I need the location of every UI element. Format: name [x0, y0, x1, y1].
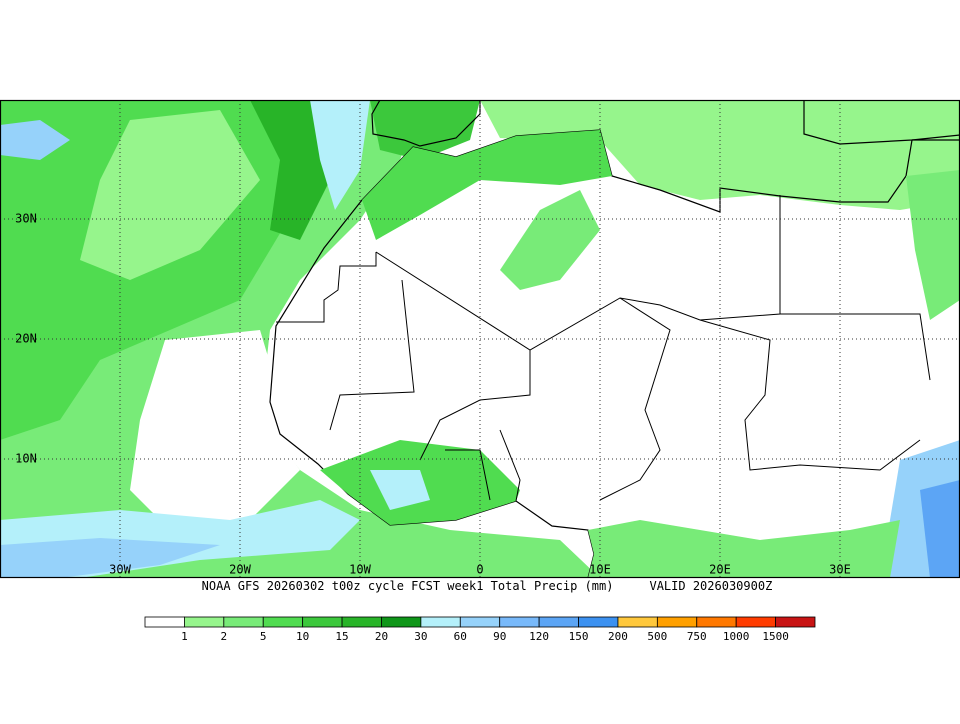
- colorbar-swatch: [696, 616, 737, 628]
- colorbar-label: 10: [296, 630, 309, 643]
- colorbar-label: 2: [221, 630, 228, 643]
- colorbar-swatch: [302, 616, 343, 628]
- africa: [269, 129, 960, 578]
- colorbar-label: 20: [375, 630, 388, 643]
- colorbar-swatch: [420, 616, 461, 628]
- lon-label: 20E: [709, 563, 731, 577]
- colorbar-label: 1: [181, 630, 188, 643]
- caption-title: NOAA GFS 20260302 t00z cycle FCST week1 …: [202, 579, 614, 593]
- caption-valid: VALID 2026030900Z: [649, 579, 772, 593]
- colorbar-swatch: [381, 616, 422, 628]
- colorbar-label: 60: [454, 630, 467, 643]
- colorbar-label: 90: [493, 630, 506, 643]
- colorbar-label: 150: [569, 630, 589, 643]
- colorbar-swatch: [144, 616, 185, 628]
- colorbar-swatch: [538, 616, 579, 628]
- lon-label: 10E: [589, 563, 611, 577]
- lon-label: 0: [476, 563, 483, 577]
- colorbar-swatch: [617, 616, 658, 628]
- colorbar-swatch: [459, 616, 501, 628]
- colorbar-label: 750: [687, 630, 707, 643]
- colorbar-label: 15: [335, 630, 348, 643]
- colorbar-label: 120: [529, 630, 549, 643]
- colorbar-swatch: [656, 616, 698, 628]
- graticule: 30W 20W 10W 0 10E 20E 30E 30N 20N 10N: [0, 100, 960, 578]
- lon-label: 30W: [109, 563, 131, 577]
- colorbar-label: 30: [414, 630, 427, 643]
- colorbar-swatch: [735, 616, 776, 628]
- map: [0, 100, 960, 578]
- colorbar-label: 1500: [762, 630, 789, 643]
- lon-label: 30E: [829, 563, 851, 577]
- colorbar-label: 200: [608, 630, 628, 643]
- colorbar-swatch: [184, 616, 225, 628]
- lat-label: 10N: [15, 452, 37, 466]
- colorbar-swatch: [341, 616, 382, 628]
- colorbar-label: 5: [260, 630, 267, 643]
- lon-label: 20W: [229, 563, 251, 577]
- colorbar-label: 500: [647, 630, 667, 643]
- colorbar-swatch: [223, 616, 264, 628]
- lat-label: 30N: [15, 212, 37, 226]
- colorbar-swatch: [499, 616, 540, 628]
- caption: NOAA GFS 20260302 t00z cycle FCST week1 …: [202, 579, 773, 593]
- colorbar-swatch: [262, 616, 304, 628]
- colorbar-label: 1000: [723, 630, 750, 643]
- lon-label: 10W: [349, 563, 371, 577]
- colorbar-swatch: [775, 616, 816, 628]
- colorbar-swatch: [578, 616, 619, 628]
- lat-label: 20N: [15, 332, 37, 346]
- colorbar: 1 2 5 10 15 20 30 60 90 120 150 200 500 750 1000 1500: [144, 616, 816, 643]
